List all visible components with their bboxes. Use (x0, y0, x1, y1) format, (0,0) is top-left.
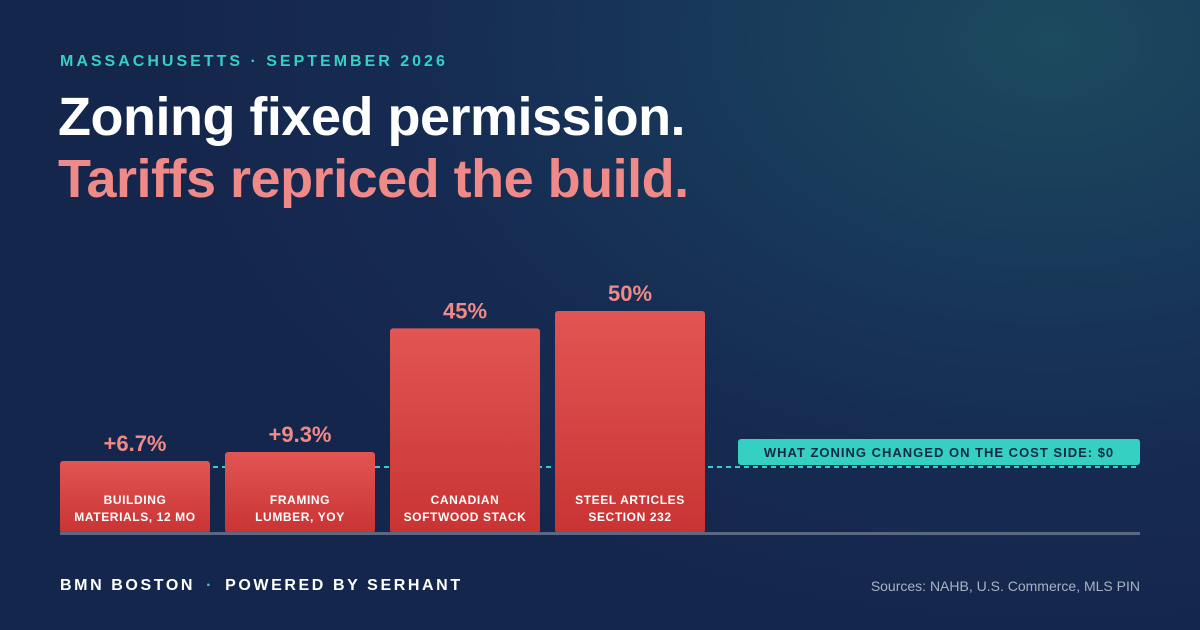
bar-value-label-3: 45% (443, 298, 487, 323)
bar-3 (390, 328, 540, 533)
bar-1 (60, 461, 210, 533)
category-label-4-line-1: STEEL ARTICLES (575, 493, 685, 507)
category-label-1-line-2: MATERIALS, 12 MO (74, 510, 195, 524)
category-label-3-line-1: CANADIAN (431, 493, 500, 507)
reference-label-pill (738, 439, 1140, 465)
bar-value-label-4: 50% (608, 281, 652, 306)
bar-value-label-2: +9.3% (269, 422, 332, 447)
category-label-2-line-2: LUMBER, YOY (255, 510, 345, 524)
footer-brand: BMN BOSTON · POWERED BY SERHANT (60, 577, 463, 595)
eyebrow: MASSACHUSETTS · SEPTEMBER 2026 (60, 53, 448, 70)
brand-separator: · (206, 577, 215, 594)
brand-powered-by: POWERED BY SERHANT (225, 577, 463, 594)
category-label-4-line-2: SECTION 232 (588, 510, 671, 524)
category-label-3-line-2: SOFTWOOD STACK (404, 510, 527, 524)
reference-label: WHAT ZONING CHANGED ON THE COST SIDE: $0 (764, 445, 1114, 460)
bar-4 (555, 311, 705, 533)
category-label-2-line-1: FRAMING (270, 493, 330, 507)
headline-line-1: Zoning fixed permission. (58, 87, 686, 147)
headline: Zoning fixed permission. Tariffs reprice… (58, 86, 689, 210)
sources-note: Sources: NAHB, U.S. Commerce, MLS PIN (870, 578, 1140, 594)
bar-value-label-1: +6.7% (104, 431, 167, 456)
headline-line-2: Tariffs repriced the build. (58, 149, 689, 209)
bar-2 (225, 451, 375, 533)
brand-name: BMN BOSTON (60, 577, 196, 594)
category-label-1-line-1: BUILDING (104, 493, 167, 507)
